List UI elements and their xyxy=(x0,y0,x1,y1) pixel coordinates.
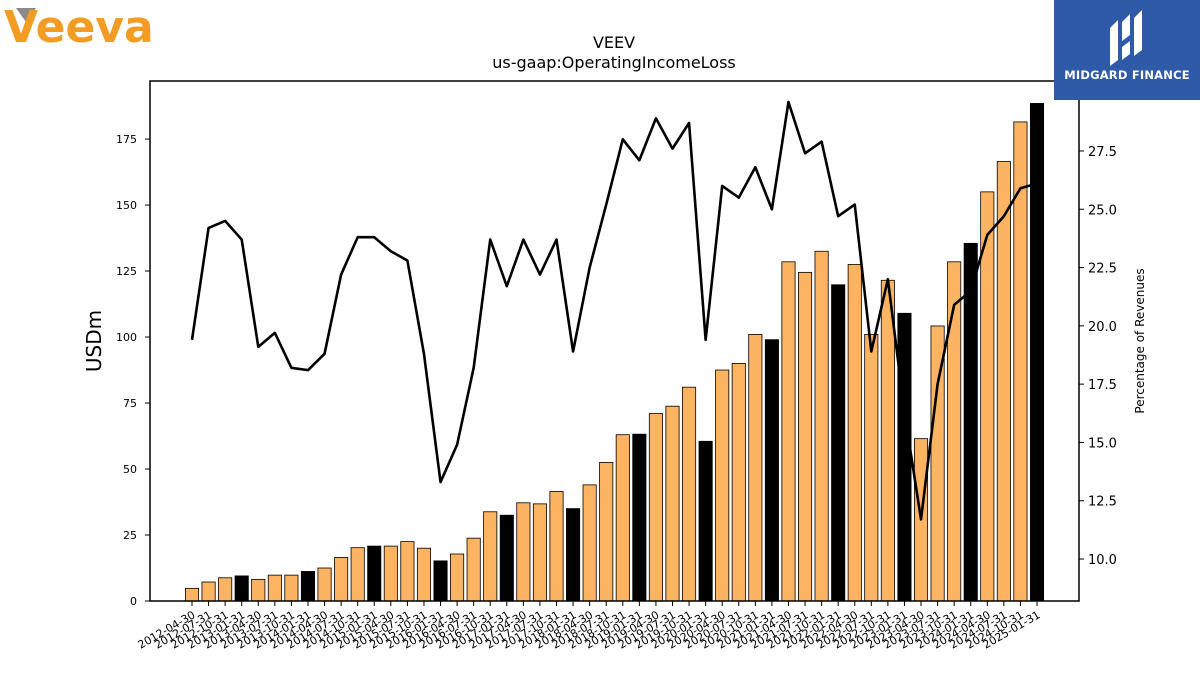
bar xyxy=(731,363,746,602)
bar xyxy=(1029,103,1045,602)
bar xyxy=(532,503,547,602)
y2-tick-label: 10.0 xyxy=(1088,553,1117,568)
y-tick-label: 0 xyxy=(130,595,137,608)
y-tick-label: 175 xyxy=(116,133,137,146)
bar xyxy=(433,560,448,602)
bar xyxy=(549,491,564,602)
veeva-logo-mark: Veeva xyxy=(4,2,154,53)
y2-tick-label: 27.5 xyxy=(1088,145,1117,160)
bar xyxy=(383,545,398,602)
bar xyxy=(317,567,332,602)
bar xyxy=(665,405,680,602)
y2-tick-label: 22.5 xyxy=(1088,262,1117,277)
y2-axis-label: Percentage of Revenues xyxy=(1133,268,1147,413)
veeva-logo: Veeva xyxy=(4,2,174,53)
bar xyxy=(334,557,349,602)
bar xyxy=(267,574,282,602)
bar xyxy=(251,578,266,602)
bar xyxy=(350,547,365,602)
y-axis-label: USDm xyxy=(82,310,106,372)
bar xyxy=(632,433,647,602)
bar xyxy=(400,541,415,602)
bar xyxy=(284,574,299,602)
y-tick-label: 100 xyxy=(116,331,137,344)
bar xyxy=(599,462,614,602)
bar xyxy=(814,250,829,602)
bar xyxy=(201,581,216,602)
bar xyxy=(682,386,697,602)
bar xyxy=(698,440,713,602)
y2-tick-label: 25.0 xyxy=(1088,203,1117,218)
y2-tick-label: 12.5 xyxy=(1088,495,1117,510)
y-tick-label: 50 xyxy=(123,463,137,476)
bar xyxy=(963,242,978,602)
bar xyxy=(582,484,597,602)
y2-tick-label: 20.0 xyxy=(1088,320,1117,335)
bar xyxy=(847,264,862,602)
bar xyxy=(880,279,895,602)
bar xyxy=(234,575,249,602)
y-tick-label: 150 xyxy=(116,199,137,212)
y-tick-label: 125 xyxy=(116,265,137,278)
y-tick-label: 75 xyxy=(123,397,137,410)
bar xyxy=(516,502,531,602)
chart-title: VEEV xyxy=(593,33,635,52)
bar xyxy=(466,537,481,602)
bar xyxy=(300,571,316,602)
midgard-logo-icon xyxy=(1110,10,1142,66)
bar xyxy=(831,284,846,602)
plot-frame xyxy=(149,80,1080,602)
veeva-logo-text: Veeva xyxy=(4,2,154,46)
bar xyxy=(781,261,796,602)
bar xyxy=(947,261,962,602)
bar xyxy=(483,511,498,602)
bar xyxy=(450,553,465,602)
bar xyxy=(416,547,431,602)
bar xyxy=(367,545,382,602)
bar xyxy=(996,161,1011,602)
bar xyxy=(897,312,912,602)
y-tick-label: 25 xyxy=(123,529,137,542)
bar xyxy=(715,369,730,602)
bar xyxy=(864,334,879,602)
midgard-finance-badge: MIDGARD FINANCE xyxy=(1054,0,1200,100)
y2-tick-label: 15.0 xyxy=(1088,436,1117,451)
bar xyxy=(748,334,763,602)
bar xyxy=(798,271,813,602)
bar xyxy=(566,508,581,602)
y2-tick-label: 17.5 xyxy=(1088,378,1117,393)
bar xyxy=(615,434,630,602)
bar xyxy=(499,514,514,602)
chart-subtitle: us-gaap:OperatingIncomeLoss xyxy=(492,53,736,72)
bar xyxy=(218,577,233,602)
midgard-logo-text: MIDGARD FINANCE xyxy=(1064,68,1190,82)
bar xyxy=(764,339,779,602)
plot-area: 0 25 50 75 100 125 150 175 10.0 12.5 15.0 17.5 20.0 2… xyxy=(116,80,1117,652)
bar xyxy=(184,587,200,602)
bar xyxy=(648,413,663,602)
percentage-line xyxy=(190,100,1038,521)
